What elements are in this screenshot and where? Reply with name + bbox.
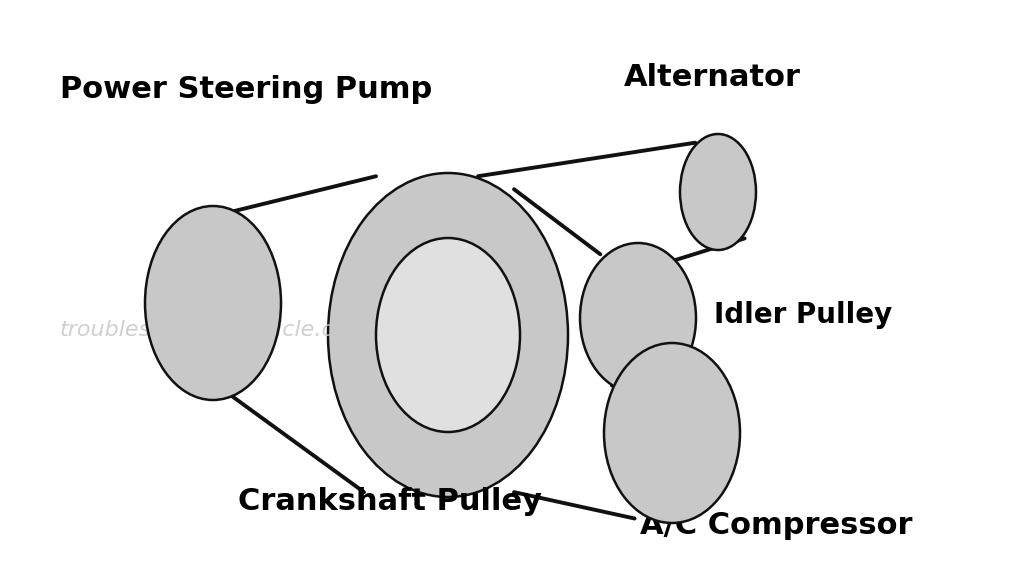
- Text: Alternator: Alternator: [624, 63, 801, 92]
- Text: troubleshootmyvehicle.com: troubleshootmyvehicle.com: [60, 320, 370, 340]
- Text: Idler Pulley: Idler Pulley: [714, 301, 892, 329]
- Ellipse shape: [604, 343, 740, 523]
- Ellipse shape: [145, 206, 281, 400]
- Ellipse shape: [580, 243, 696, 393]
- Text: A/C Compressor: A/C Compressor: [640, 511, 912, 540]
- Text: Crankshaft Pulley: Crankshaft Pulley: [238, 487, 542, 516]
- Ellipse shape: [328, 173, 568, 497]
- Ellipse shape: [376, 238, 520, 432]
- Ellipse shape: [680, 134, 756, 250]
- Text: Power Steering Pump: Power Steering Pump: [60, 75, 432, 104]
